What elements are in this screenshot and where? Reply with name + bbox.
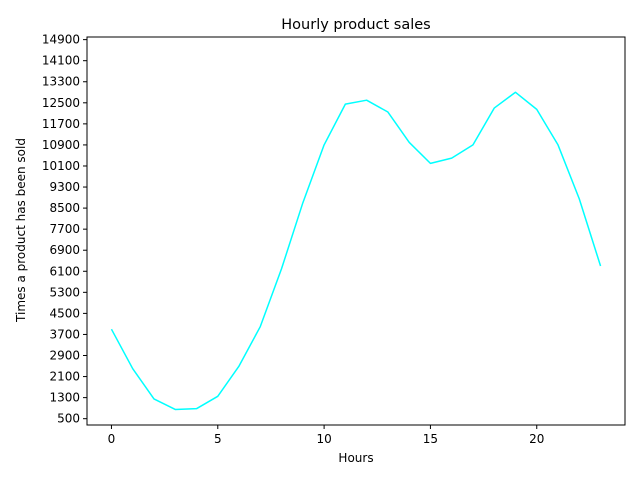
- x-axis: 0 5 10 15 20: [108, 425, 544, 446]
- chart-title: Hourly product sales: [281, 17, 430, 33]
- y-tick-label: 3700: [49, 327, 80, 341]
- x-tick-label: 0: [108, 432, 116, 446]
- y-tick-label: 14100: [42, 54, 80, 68]
- y-tick-label: 4500: [49, 306, 80, 320]
- x-tick-label: 5: [214, 432, 222, 446]
- y-tick-label: 10100: [42, 159, 80, 173]
- y-tick-label: 2900: [49, 349, 80, 363]
- y-tick-label: 7700: [49, 222, 80, 236]
- y-tick-label: 500: [57, 412, 80, 426]
- y-axis-label: Times a product has been sold: [14, 138, 28, 323]
- y-tick-label: 6900: [49, 243, 80, 257]
- y-tick-label: 11700: [42, 117, 80, 131]
- y-tick-label: 2100: [49, 370, 80, 384]
- y-tick-label: 1300: [49, 391, 80, 405]
- x-axis-label: Hours: [338, 451, 373, 465]
- y-axis: 500 1300 2100 2900 3700 4500 5300 6100 6900 7700 8…: [42, 33, 87, 426]
- y-tick-label: 6100: [49, 264, 80, 278]
- x-tick-label: 10: [316, 432, 331, 446]
- y-tick-label: 10900: [42, 138, 80, 152]
- plot-area: [110, 91, 602, 411]
- y-tick-label: 13300: [42, 75, 80, 89]
- y-tick-label: 8500: [49, 201, 80, 215]
- y-tick-label: 14900: [42, 33, 80, 47]
- x-tick-label: 15: [423, 432, 438, 446]
- y-tick-label: 9300: [49, 180, 80, 194]
- y-tick-label: 5300: [49, 285, 80, 299]
- y-tick-label: 12500: [42, 96, 80, 110]
- x-tick-label: 20: [529, 432, 544, 446]
- series-line: [110, 91, 602, 411]
- axes-frame: [86, 36, 626, 426]
